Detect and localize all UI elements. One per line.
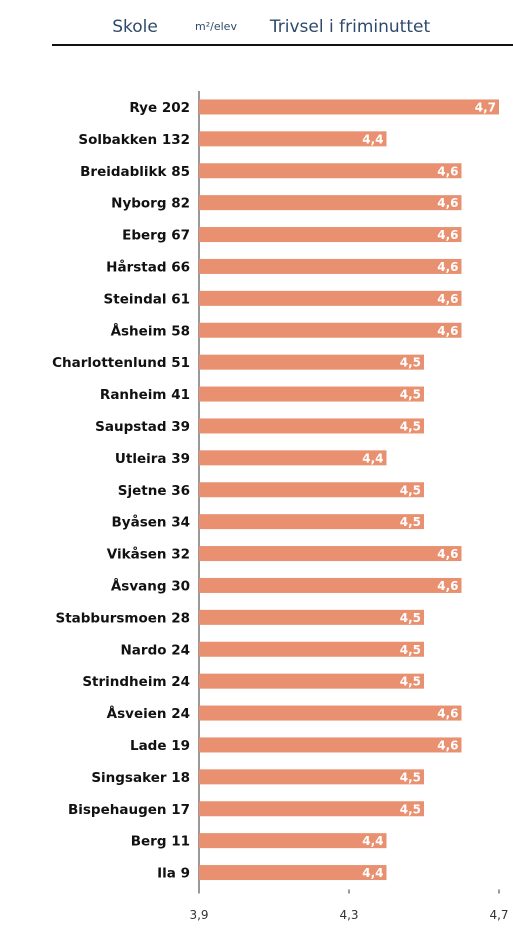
category-label: Åsvang 30 <box>111 577 190 594</box>
category-label: Hårstad 66 <box>106 258 190 275</box>
value-label: 4,4 <box>362 451 383 465</box>
bar <box>199 546 462 562</box>
value-label: 4,6 <box>437 707 458 721</box>
bar <box>199 354 424 370</box>
bar <box>199 865 387 881</box>
category-label: Eberg 67 <box>122 228 190 244</box>
category-label: Singsaker 18 <box>91 770 190 786</box>
category-label: Åsveien 24 <box>107 705 190 722</box>
value-label: 4,6 <box>437 196 458 210</box>
value-label: 4,4 <box>362 132 383 146</box>
category-label: Sjetne 36 <box>118 483 190 499</box>
value-label: 4,6 <box>437 738 458 752</box>
bar <box>199 482 424 498</box>
value-label: 4,4 <box>362 834 383 848</box>
bar <box>199 577 462 593</box>
bar <box>199 641 424 657</box>
bar <box>199 131 387 147</box>
category-label: Bispehaugen 17 <box>68 802 190 818</box>
category-label: Åsheim 58 <box>111 322 190 339</box>
category-label: Charlottenlund 51 <box>52 355 190 371</box>
bar <box>199 769 424 785</box>
bar <box>199 227 462 243</box>
value-label: 4,5 <box>400 770 421 784</box>
header-school: Skole <box>112 17 158 37</box>
category-label: Rye 202 <box>129 100 190 116</box>
category-label: Nardo 24 <box>121 642 191 658</box>
value-label: 4,6 <box>437 228 458 242</box>
value-label: 4,4 <box>362 866 383 880</box>
category-label: Byåsen 34 <box>112 514 191 531</box>
value-label: 4,6 <box>437 547 458 561</box>
bar <box>199 737 462 753</box>
bar <box>199 514 424 530</box>
bar <box>199 450 387 466</box>
value-label: 4,7 <box>475 100 496 114</box>
category-label: Stabbursmoen 28 <box>55 610 190 626</box>
value-label: 4,6 <box>437 260 458 274</box>
value-label: 4,5 <box>400 675 421 689</box>
value-label: 4,5 <box>400 515 421 529</box>
bar <box>199 418 424 434</box>
value-label: 4,5 <box>400 356 421 370</box>
category-label: Ila 9 <box>157 866 190 882</box>
bar <box>199 99 499 115</box>
bar <box>199 386 424 402</box>
category-label: Vikåsen 32 <box>107 546 190 563</box>
bar <box>199 673 424 689</box>
bar <box>199 833 387 849</box>
bar <box>199 290 462 306</box>
category-label: Berg 11 <box>131 834 190 850</box>
bar <box>199 609 424 625</box>
header-unit: m²/elev <box>195 20 237 33</box>
category-label: Steindal 61 <box>104 291 190 307</box>
bar <box>199 322 462 338</box>
category-label: Lade 19 <box>130 738 190 754</box>
bar <box>199 163 462 179</box>
value-label: 4,5 <box>400 388 421 402</box>
value-label: 4,6 <box>437 324 458 338</box>
value-label: 4,5 <box>400 419 421 433</box>
x-tick-label: 3,9 <box>189 908 208 922</box>
category-label: Saupstad 39 <box>95 419 190 435</box>
category-label: Strindheim 24 <box>82 674 190 690</box>
value-label: 4,5 <box>400 802 421 816</box>
category-label: Ranheim 41 <box>100 387 190 403</box>
bar <box>199 801 424 817</box>
value-label: 4,5 <box>400 643 421 657</box>
bar <box>199 258 462 274</box>
x-tick-label: 4,3 <box>339 908 358 922</box>
bar <box>199 195 462 211</box>
header-wellbeing: Trivsel i friminuttet <box>269 17 431 37</box>
category-label: Utleira 39 <box>115 451 190 467</box>
category-label: Solbakken 132 <box>78 132 190 148</box>
value-label: 4,6 <box>437 292 458 306</box>
value-label: 4,6 <box>437 164 458 178</box>
value-label: 4,5 <box>400 611 421 625</box>
value-label: 4,6 <box>437 579 458 593</box>
bar <box>199 705 462 721</box>
x-tick-label: 4,7 <box>489 908 508 922</box>
category-label: Nyborg 82 <box>111 196 190 212</box>
value-label: 4,5 <box>400 483 421 497</box>
category-label: Breidablikk 85 <box>80 164 190 180</box>
